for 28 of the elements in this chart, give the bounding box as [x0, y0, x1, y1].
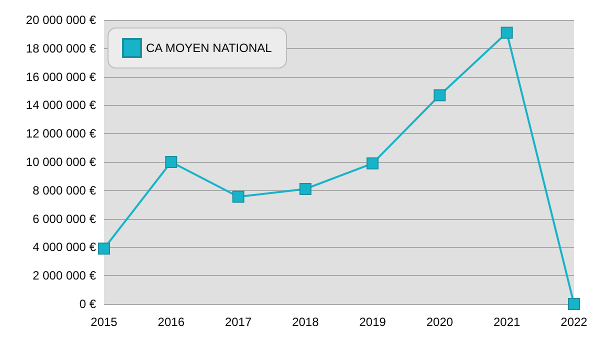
y-tick-label: 6 000 000 € — [32, 212, 96, 226]
x-tick-label: 2015 — [90, 315, 118, 329]
x-tick-label: 2018 — [292, 315, 320, 329]
y-tick-label: 10 000 000 € — [26, 155, 96, 169]
y-tick-label: 14 000 000 € — [26, 98, 96, 112]
y-tick-label: 0 € — [79, 297, 96, 311]
y-tick-label: 16 000 000 € — [26, 70, 96, 84]
x-tick-label: 2021 — [494, 315, 521, 329]
point — [434, 89, 446, 102]
point — [98, 242, 110, 255]
point — [366, 157, 379, 170]
point — [299, 182, 312, 195]
point — [568, 298, 580, 310]
point — [232, 190, 244, 203]
x-tick-label: 2016 — [158, 315, 185, 329]
x-tick-label: 2020 — [426, 315, 454, 329]
y-tick-label: 2 000 000 € — [32, 268, 96, 283]
y-tick-label: 12 000 000 € — [26, 126, 96, 141]
x-tick-label: 2022 — [560, 315, 588, 329]
x-tick-label: 2019 — [359, 315, 386, 329]
legend-label: CA MOYEN NATIONAL — [146, 41, 272, 55]
point — [165, 156, 178, 168]
y-tick-label: 8 000 000 € — [32, 183, 96, 198]
x-tick-label: 2017 — [224, 315, 252, 329]
y-tick-label: 18 000 000 € — [26, 41, 96, 56]
y-tick-label: 20 000 000 € — [26, 13, 96, 27]
point — [500, 26, 513, 39]
y-tick-label: 4 000 000 € — [32, 240, 96, 254]
